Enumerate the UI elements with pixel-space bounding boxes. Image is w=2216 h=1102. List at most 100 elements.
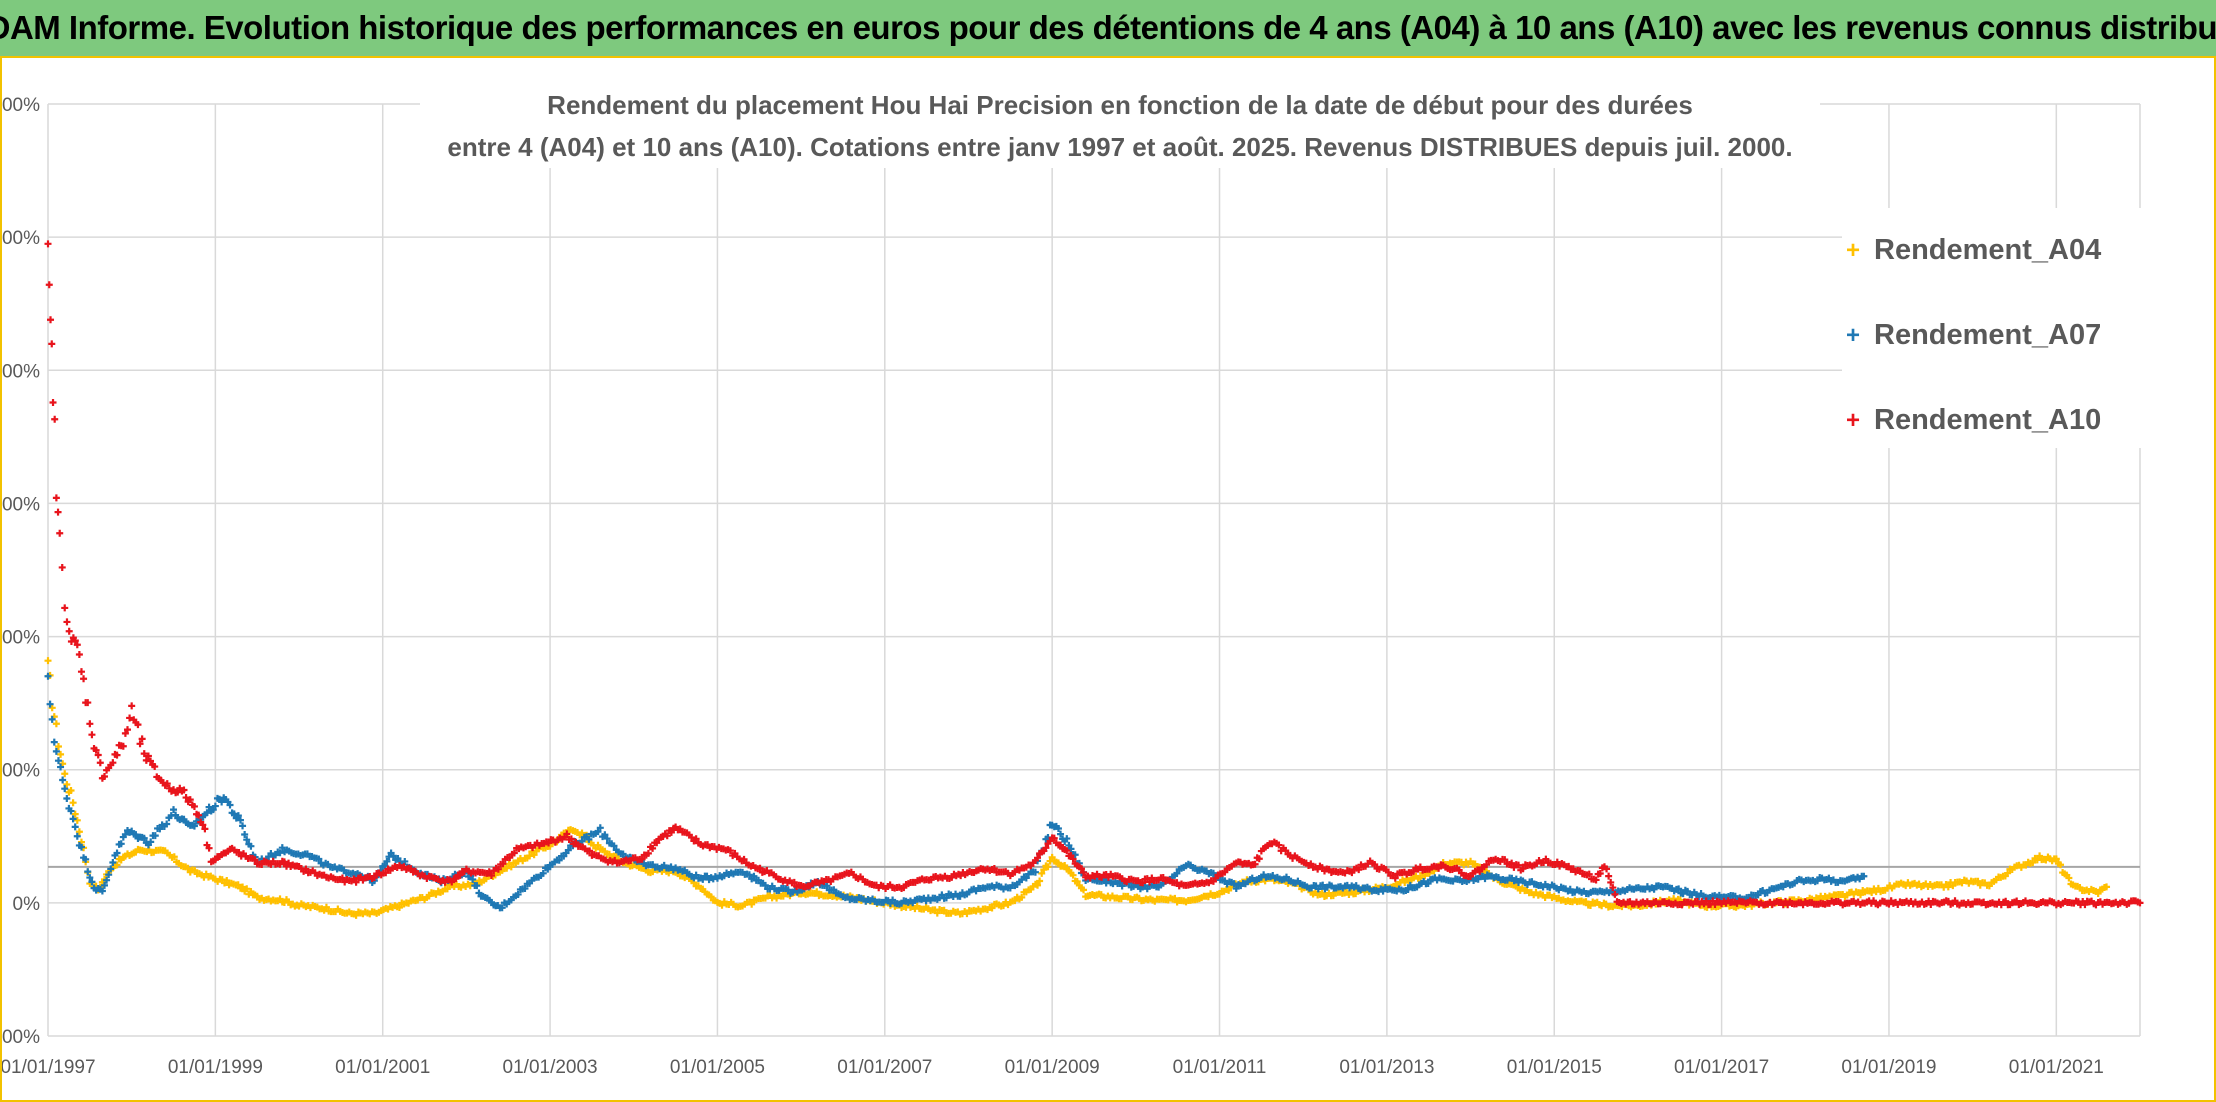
rendement-a10-point: [205, 844, 213, 852]
rendement-a04-point: [813, 888, 821, 896]
rendement-a10-point: [1042, 844, 1050, 852]
rendement-a10-point: [1435, 864, 1443, 872]
rendement-a10-point: [1596, 870, 1604, 878]
legend-marker-a07: +: [1845, 321, 1860, 349]
rendement-a10-point: [138, 735, 146, 743]
rendement-a10-point: [1251, 860, 1259, 868]
rendement-a07-point: [498, 904, 506, 912]
rendement-a04-point: [57, 750, 65, 758]
rendement-a10-point: [1069, 855, 1077, 863]
rendement-a07-point: [190, 822, 198, 830]
rendement-a10-point: [186, 796, 194, 804]
rendement-a07-point: [236, 816, 244, 824]
y-tick-label: - 500%: [0, 1027, 40, 1048]
rendement-a10-point: [1371, 860, 1379, 868]
rendement-a10-point: [2136, 899, 2144, 907]
rendement-a10-point: [1611, 890, 1619, 898]
rendement-a07-point: [596, 824, 604, 832]
rendement-a04-point: [113, 861, 121, 869]
rendement-a10-point: [121, 729, 129, 737]
rendement-a10-point: [54, 508, 62, 516]
rendement-a10-point: [119, 742, 127, 750]
rendement-a10-point: [456, 871, 464, 879]
rendement-a07-point: [469, 875, 477, 883]
rendement-a10-point: [195, 811, 203, 819]
rendement-a07-point: [601, 831, 609, 839]
rendement-a07-point: [98, 887, 106, 895]
rendement-a07-point: [956, 892, 964, 900]
rendement-a04-point: [2052, 855, 2060, 863]
rendement-a10-point: [1146, 878, 1154, 886]
legend-marker-a04: +: [1845, 236, 1860, 264]
rendement-a04-point: [67, 787, 75, 795]
rendement-a07-point: [278, 844, 286, 852]
rendement-a04-point: [2065, 874, 2073, 882]
rendement-a10-point: [990, 864, 998, 872]
rendement-a04-point: [1401, 879, 1409, 887]
rendement-a10-point: [144, 752, 152, 760]
x-tick-label: 01/01/2009: [1005, 1057, 1100, 1078]
rendement-a07-point: [1063, 835, 1071, 843]
rendement-a10-point: [1609, 884, 1617, 892]
y-tick-label: 2 000%: [0, 361, 40, 382]
rendement-a04-point: [69, 799, 77, 807]
rendement-a04-point: [1034, 881, 1042, 889]
rendement-a10-point: [1355, 866, 1363, 874]
rendement-a04-point: [2029, 859, 2037, 867]
rendement-a07-point: [117, 840, 125, 848]
rendement-a07-point: [103, 876, 111, 884]
rendement-a10-point: [77, 668, 85, 676]
rendement-a07-point: [544, 865, 552, 873]
rendement-a07-point: [105, 871, 113, 879]
rendement-a07-point: [389, 852, 397, 860]
rendement-a04-point: [395, 904, 403, 912]
frame-bottom-border: [0, 1100, 2216, 1102]
rendement-a10-point: [92, 746, 100, 754]
rendement-a10-point: [352, 878, 360, 886]
rendement-a10-point: [370, 874, 378, 882]
rendement-a10-point: [382, 869, 390, 877]
rendement-a10-point: [452, 875, 460, 883]
rendement-a07-point: [59, 776, 67, 784]
chart-axis-labels: - 500% 0% 500% 1 000% 1 500% 2 000% 2 500% 3 00…: [0, 95, 2104, 1078]
rendement-a10-point: [499, 860, 507, 868]
rendement-a07-point: [1860, 872, 1868, 880]
rendement-a04-point: [1171, 894, 1179, 902]
rendement-a04-point: [170, 853, 178, 861]
rendement-a10-point: [163, 780, 171, 788]
rendement-a07-point: [109, 859, 117, 867]
rendement-a10-point: [73, 641, 81, 649]
rendement-a07-point: [1675, 885, 1683, 893]
rendement-a07-point: [1031, 868, 1039, 876]
rendement-a10-point: [123, 726, 131, 734]
rendement-a04-point: [1073, 877, 1081, 885]
chart-legend: + Rendement_A04 + Rendement_A07 + Rendem…: [1842, 208, 2142, 448]
rendement-a10-point: [190, 802, 198, 810]
rendement-a10-point: [1585, 870, 1593, 878]
chart-title-line-1: Rendement du placement Hou Hai Precision…: [547, 90, 1693, 120]
rendement-a04-point: [1944, 883, 1952, 891]
rendement-a10-point: [644, 849, 652, 857]
rendement-a10-point: [45, 281, 53, 289]
rendement-a10-point: [740, 855, 748, 863]
rendement-a07-point: [88, 878, 96, 886]
rendement-a07-point: [50, 738, 58, 746]
rendement-a10-point: [100, 772, 108, 780]
performance-chart: - 500% 0% 500% 1 000% 1 500% 2 000% 2 500% 3 00…: [0, 95, 2144, 1078]
rendement-a10-point: [48, 340, 56, 348]
rendement-a07-point: [234, 812, 242, 820]
rendement-a07-point: [1424, 880, 1432, 888]
legend-label-a04: Rendement_A04: [1874, 234, 2102, 266]
rendement-a07-point: [170, 806, 178, 814]
rendement-a10-point: [94, 751, 102, 759]
rendement-a07-point: [539, 869, 547, 877]
x-tick-label: 01/01/2001: [335, 1057, 430, 1078]
rendement-a04-point: [1040, 866, 1048, 874]
rendement-a04-point: [75, 828, 83, 836]
rendement-a04-point: [322, 903, 330, 911]
report-banner: ADAM Informe. Evolution historique des p…: [0, 0, 2216, 58]
rendement-a04-point: [54, 742, 62, 750]
legend-marker-a10: +: [1845, 406, 1860, 434]
rendement-a07-point: [473, 882, 481, 890]
rendement-a10-point: [1605, 872, 1613, 880]
